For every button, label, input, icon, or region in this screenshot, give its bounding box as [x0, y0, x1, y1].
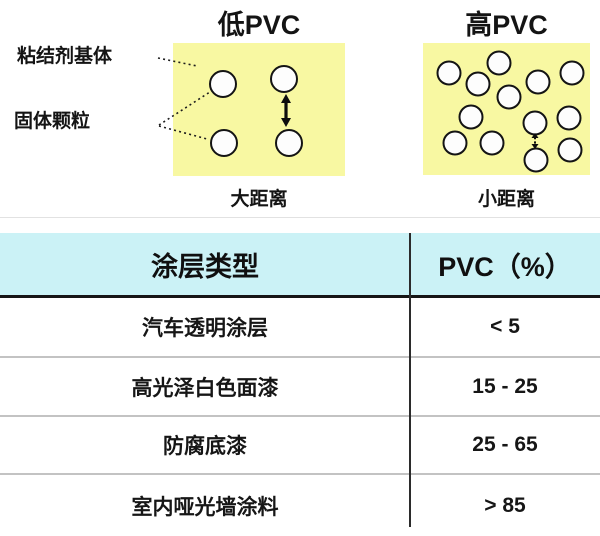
leader-lines [157, 57, 214, 140]
low-pvc-title: 低PVC [217, 10, 301, 40]
table-row-anticorrosion-primer: 防腐底漆 25 - 65 [0, 415, 600, 473]
particle [496, 84, 522, 110]
particle [465, 71, 491, 97]
cell-pvc-value: < 5 [490, 315, 520, 338]
low-pvc-particles [209, 65, 303, 157]
table-row-gloss-white: 高光泽白色面漆 15 - 25 [0, 356, 600, 415]
arrow-head-icon [531, 133, 539, 138]
particle [442, 130, 468, 156]
particle [479, 130, 505, 156]
arrow-head-icon [531, 144, 539, 149]
table-header-row: 涂层类型 PVC（%） [0, 233, 600, 298]
particle [270, 65, 298, 93]
cell-coating-type: 汽车透明涂层 [142, 317, 268, 340]
particle [525, 69, 551, 95]
particle [557, 137, 583, 163]
solid-particles-label: 固体颗粒 [14, 111, 91, 132]
cell-pvc-value: 25 - 65 [472, 433, 538, 456]
particle [458, 104, 484, 130]
particle [436, 60, 462, 86]
particle [523, 147, 549, 173]
high-pvc-particles [436, 50, 585, 173]
particle-leader-line-top [158, 89, 214, 126]
diagram-canvas [157, 43, 590, 176]
low-pvc-box [173, 43, 345, 176]
particle [556, 105, 582, 131]
arrow-head-icon [281, 94, 291, 103]
cell-coating-type: 高光泽白色面漆 [131, 376, 279, 400]
small-distance-arrow [531, 133, 539, 149]
table-row-clearcoat: 汽车透明涂层 < 5 [0, 298, 600, 356]
cell-pvc-value: > 85 [484, 493, 526, 517]
binder-leader-line [157, 57, 198, 67]
particle [486, 50, 512, 76]
binder-matrix-label: 粘结剂基体 [17, 46, 113, 67]
cell-coating-type: 防腐底漆 [163, 435, 247, 458]
table-row-matte-wall-paint: 室内哑光墙涂料 > 85 [0, 473, 600, 536]
cell-pvc-value: 15 - 25 [472, 374, 538, 398]
small-distance-caption: 小距离 [477, 189, 535, 210]
column-header-coating-type: 涂层类型 [151, 251, 259, 282]
particle [210, 129, 238, 157]
particle [275, 129, 303, 157]
column-header-pvc-percent: PVC（%） [438, 251, 572, 282]
particle [559, 60, 585, 86]
arrow-head-icon [281, 118, 291, 127]
table-top-border [0, 217, 600, 218]
large-distance-arrow [281, 94, 291, 127]
column-divider [409, 233, 411, 527]
high-pvc-title: 高PVC [465, 10, 548, 40]
particle [209, 70, 237, 98]
cell-coating-type: 室内哑光墙涂料 [131, 495, 279, 519]
pvc-spacing-diagram: 低PVC 高PVC 粘结剂基体 固体颗粒 大距离 小距离 [0, 0, 600, 225]
large-distance-caption: 大距离 [230, 189, 288, 210]
